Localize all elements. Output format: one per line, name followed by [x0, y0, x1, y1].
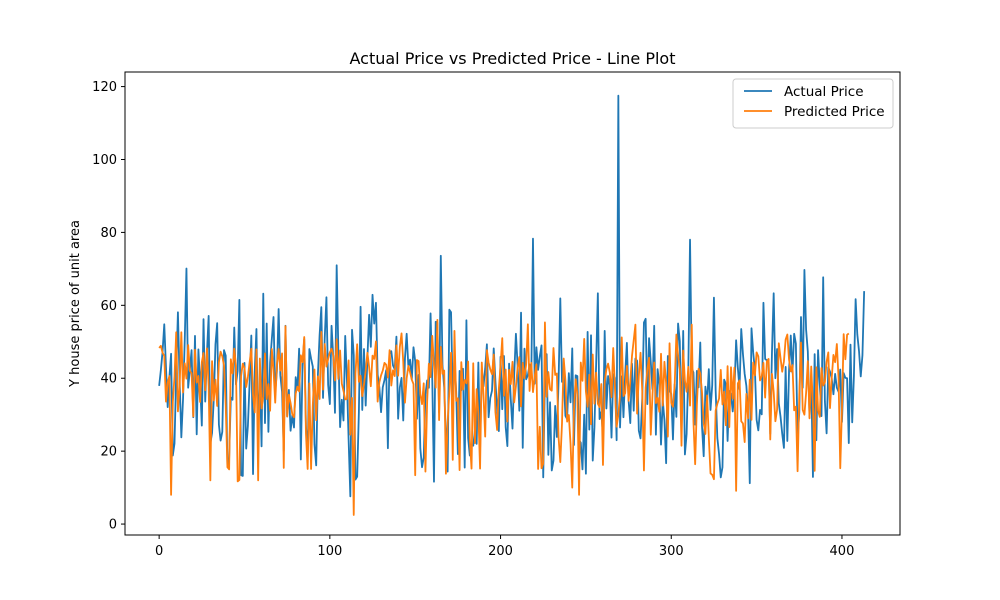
series-layer — [158, 94, 866, 516]
legend-label-actual-price: Actual Price — [784, 84, 864, 100]
y-axis-ticks: 0 20 40 60 80 100 120 — [92, 80, 125, 533]
y-tick-label: 0 — [109, 518, 117, 533]
plot-area — [124, 71, 901, 536]
x-axis-ticks: 0 100 200 300 400 — [155, 535, 854, 559]
y-axis-label: Y house price of unit area — [68, 220, 83, 388]
chart-title: Actual Price vs Predicted Price - Line P… — [350, 49, 676, 68]
y-tick-label: 20 — [100, 445, 117, 460]
x-tick-label: 400 — [830, 544, 855, 559]
y-tick-label: 60 — [100, 299, 117, 314]
axes-frame — [124, 71, 901, 536]
series-line-predicted-price — [158, 319, 850, 516]
x-tick-label: 200 — [488, 544, 513, 559]
y-tick-label: 80 — [100, 226, 117, 241]
x-tick-label: 0 — [155, 544, 163, 559]
y-tick-label: 100 — [92, 153, 117, 168]
y-tick-label: 40 — [100, 372, 117, 387]
y-tick-label: 120 — [92, 80, 117, 95]
x-tick-label: 100 — [317, 544, 342, 559]
legend-box — [732, 78, 894, 129]
legend: Actual Price Predicted Price — [732, 78, 894, 129]
legend-label-predicted-price: Predicted Price — [784, 104, 885, 120]
x-tick-label: 300 — [659, 544, 684, 559]
